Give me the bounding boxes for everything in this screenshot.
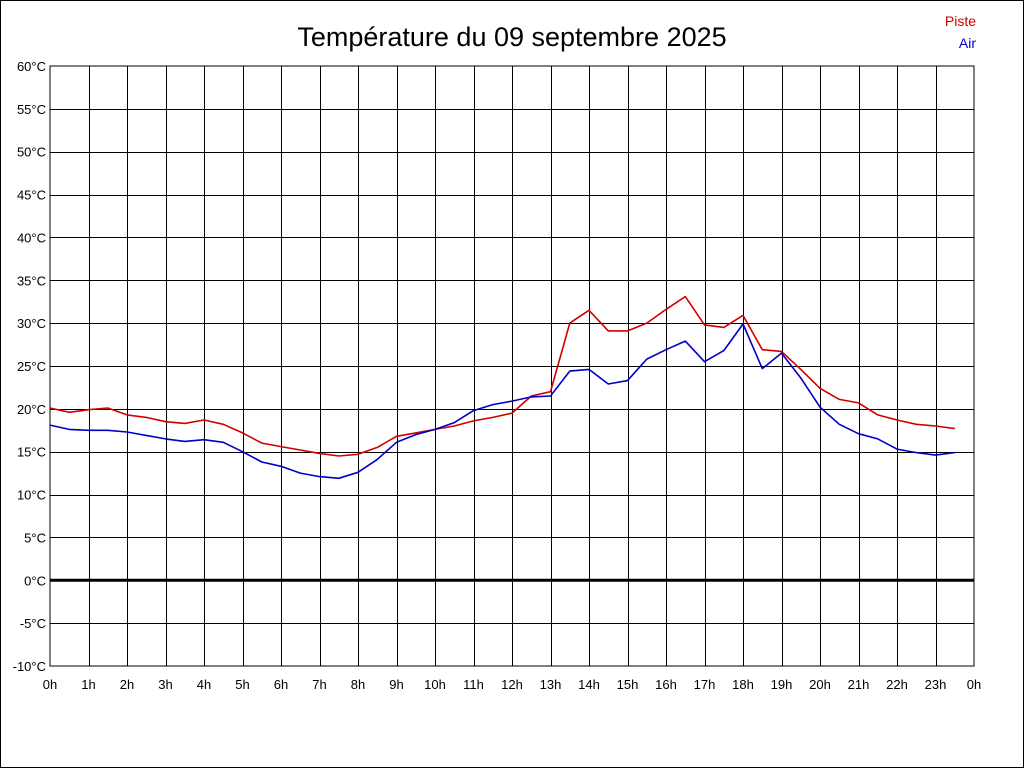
x-tick-label: 6h [274, 677, 288, 692]
x-tick-label: 22h [886, 677, 908, 692]
series-line-piste [49, 295, 955, 457]
x-tick-label: 12h [501, 677, 523, 692]
x-tick-label: 23h [925, 677, 947, 692]
y-tick-label: 10°C [17, 488, 46, 503]
x-tick-label: 19h [771, 677, 793, 692]
x-tick-label: 13h [540, 677, 562, 692]
y-tick-label: 55°C [17, 102, 46, 117]
y-tick-label: 40°C [17, 230, 46, 245]
series-line-air [49, 323, 955, 480]
y-tick-label: 45°C [17, 188, 46, 203]
x-tick-label: 5h [235, 677, 249, 692]
legend-entry-air: Air [959, 35, 976, 51]
x-tick-label: 21h [848, 677, 870, 692]
y-tick-label: 50°C [17, 145, 46, 160]
x-tick-label: 11h [463, 677, 484, 692]
chart-title: Température du 09 septembre 2025 [297, 22, 726, 52]
x-tick-label: 20h [809, 677, 831, 692]
y-tick-label: -10°C [13, 659, 46, 674]
y-tick-label: 5°C [24, 530, 46, 545]
y-tick-label: -5°C [20, 616, 46, 631]
y-tick-label: 0°C [24, 573, 46, 588]
x-tick-label: 1h [81, 677, 95, 692]
legend: Piste Air [945, 13, 976, 51]
x-tick-label: 17h [694, 677, 716, 692]
y-tick-label: 15°C [17, 445, 46, 460]
x-tick-label: 0h [43, 677, 57, 692]
y-tick-label: 60°C [17, 59, 46, 74]
x-tick-label: 4h [197, 677, 211, 692]
x-tick-label: 15h [617, 677, 639, 692]
x-tick-label: 0h [967, 677, 981, 692]
x-tick-label: 18h [732, 677, 754, 692]
x-tick-label: 16h [655, 677, 677, 692]
y-tick-label: 20°C [17, 402, 46, 417]
x-tick-label: 8h [351, 677, 365, 692]
chart-series [49, 295, 955, 480]
x-tick-label: 14h [578, 677, 600, 692]
x-axis-ticks: 0h 1h 2h 3h 4h 5h 6h 7h 8h 9h 10h 11h 12h 13h 14h 15h 16… [43, 677, 981, 692]
y-tick-label: 25°C [17, 359, 46, 374]
y-tick-label: 35°C [17, 273, 46, 288]
x-tick-label: 3h [158, 677, 172, 692]
legend-entry-piste: Piste [945, 13, 976, 29]
x-tick-label: 10h [424, 677, 446, 692]
y-axis-ticks: 60°C 55°C 50°C 45°C 40°C 35°C 30°C 25°C 20°C 15°C… [13, 59, 46, 674]
y-tick-label: 30°C [17, 316, 46, 331]
x-tick-label: 9h [389, 677, 403, 692]
chart-grid [49, 65, 975, 667]
x-tick-label: 7h [312, 677, 326, 692]
x-tick-label: 2h [120, 677, 134, 692]
